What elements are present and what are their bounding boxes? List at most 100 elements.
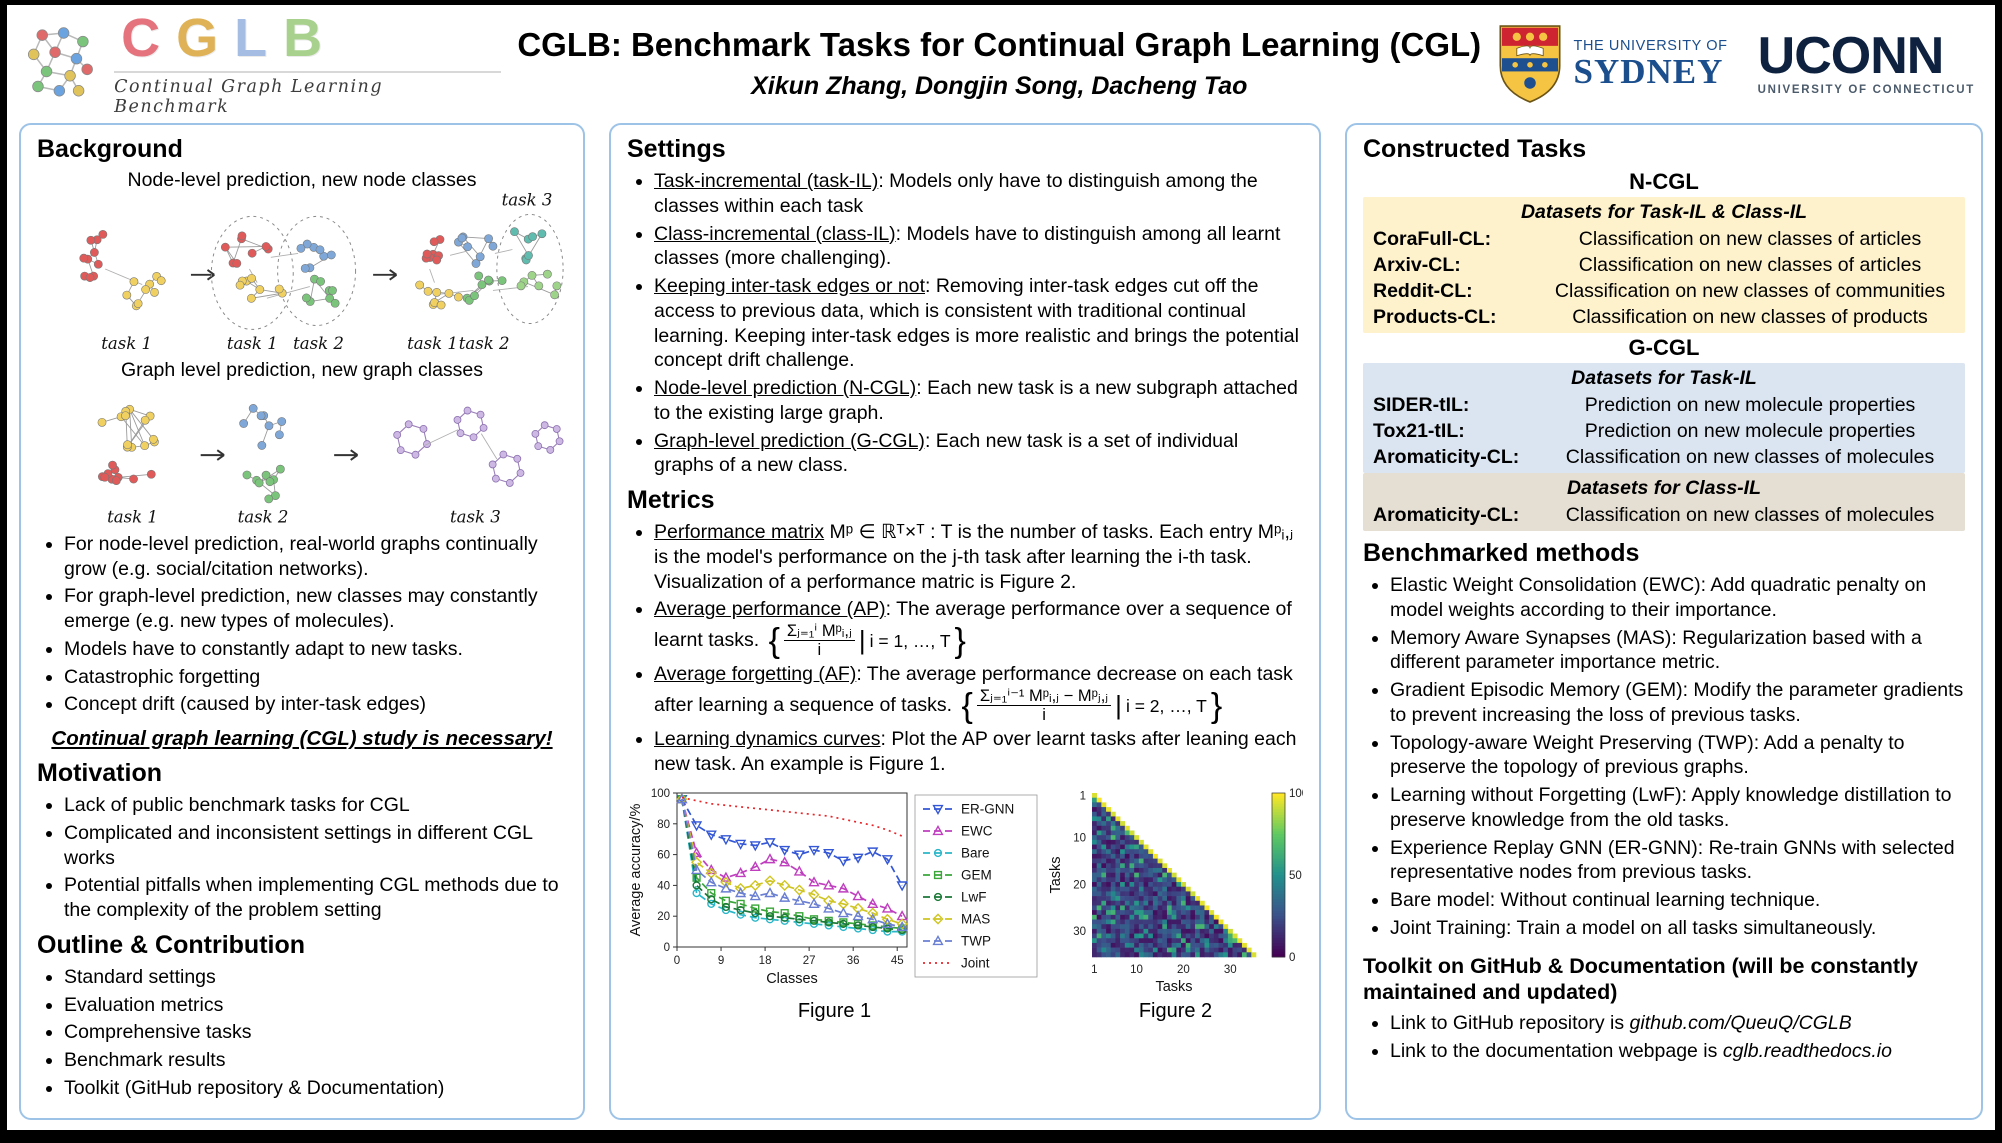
figure-2-caption: Figure 2 — [1138, 999, 1213, 1022]
setting-item: Keeping inter-task edges or not: Removin… — [654, 274, 1303, 373]
svg-text:60: 60 — [657, 849, 670, 861]
metric-text: : The average performance decrease on ea… — [654, 663, 1293, 716]
dataset-desc: Classification on new classes of communi… — [1554, 279, 1946, 302]
dataset-name: Aromaticity-CL: — [1373, 445, 1520, 468]
svg-text:20: 20 — [657, 911, 670, 923]
setting-item: Class-incremental (class-IL): Models hav… — [654, 222, 1303, 272]
benchmarked-method: Gradient Episodic Memory (GEM): Modify t… — [1390, 678, 1965, 728]
background-bullet: Catastrophic forgetting — [64, 665, 567, 690]
svg-text:TWP: TWP — [961, 933, 991, 948]
svg-text:30: 30 — [1224, 964, 1237, 976]
formula-fraction: Σⱼ₌₁ⁱ⁻¹ Mᵖᵢ,ⱼ − Mᵖⱼ,ⱼ i — [976, 687, 1112, 725]
motivation-bullet: Lack of public benchmark tasks for CGL — [64, 793, 567, 818]
svg-text:LwF: LwF — [961, 889, 987, 904]
dataset-desc: Classification on new classes of product… — [1572, 305, 1928, 328]
toolkit-list: Link to GitHub repository is github.com/… — [1363, 1011, 1965, 1064]
motivation-bullets: Lack of public benchmark tasks for CGL C… — [37, 793, 567, 923]
figure-2: 1 10 20 30 1 10 20 30 Tasks Tasks 100 50 0 Figure 2 — [1048, 785, 1308, 1023]
setting-text: : Each new task is a set of individual g… — [654, 429, 1239, 477]
performance-matrix-heatmap: 1 10 20 30 1 10 20 30 Tasks Tasks 100 50 0 — [1048, 788, 1308, 995]
logo-letter: G — [176, 8, 221, 68]
svg-text:100: 100 — [651, 788, 670, 800]
formula-close-brace: } — [954, 621, 966, 660]
svg-text:45: 45 — [891, 955, 904, 967]
gcgl-taskil-table: Datasets for Task-IL SIDER-tIL: Predictio… — [1363, 363, 1965, 473]
outline-bullet: Toolkit (GitHub repository & Documentati… — [64, 1076, 567, 1101]
metrics-heading: Metrics — [627, 486, 715, 514]
benchmarked-method: Experience Replay GNN (ER-GNN): Re-train… — [1390, 836, 1965, 886]
setting-term: Node-level prediction (N-CGL) — [654, 377, 917, 399]
toolkit-item: Link to GitHub repository is github.com/… — [1390, 1011, 1965, 1036]
setting-term: Graph-level prediction (G-CGL) — [654, 429, 925, 452]
setting-text: : Models have to distinguish among all l… — [654, 222, 1281, 270]
table-row: Tox21-tIL: Prediction on new molecule pro… — [1369, 418, 1959, 444]
benchmarked-method: Elastic Weight Consolidation (EWC): Add … — [1390, 573, 1965, 623]
metric-text: Mᵖ ∈ ℝᵀ×ᵀ : T is the number of tasks. Ea… — [654, 521, 1294, 593]
task-label: task 3 — [502, 193, 553, 210]
dataset-desc: Prediction on new molecule properties — [1584, 419, 1916, 442]
metrics-list: Performance matrix Mᵖ ∈ ℝᵀ×ᵀ : T is the … — [627, 520, 1303, 777]
metric-term: Average forgetting (AF) — [654, 663, 857, 686]
graph-level-caption: Graph level prediction, new graph classe… — [120, 358, 484, 381]
outline-heading: Outline & Contribution — [37, 930, 306, 959]
sydney-logo: THE UNIVERSITY OF SYDNEY — [1497, 21, 1727, 107]
svg-text:40: 40 — [657, 880, 670, 892]
metric-item: Performance matrix Mᵖ ∈ ℝᵀ×ᵀ : T is the … — [654, 520, 1303, 594]
svg-text:50: 50 — [1289, 870, 1302, 882]
cglb-graph-icon — [27, 27, 93, 97]
svg-text:20: 20 — [1177, 964, 1190, 976]
outline-bullets: Standard settings Evaluation metrics Com… — [37, 965, 567, 1101]
setting-term: Keeping inter-task edges or not — [654, 275, 926, 297]
docs-link: cglb.readthedocs.io — [1722, 1040, 1892, 1062]
svg-text:10: 10 — [1130, 964, 1143, 976]
svg-text:Joint: Joint — [961, 955, 990, 970]
logo-subtitle: Continual Graph Learning Benchmark — [114, 71, 501, 117]
dataset-name: Reddit-CL: — [1373, 279, 1473, 302]
task-label: task 1 — [101, 334, 152, 353]
settings-list: Task-incremental (task-IL): Models only … — [627, 169, 1303, 478]
formula-open-brace: { — [768, 621, 780, 660]
formula-denominator: i — [1042, 706, 1046, 725]
metric-term: Performance matrix — [654, 521, 825, 543]
formula-denominator: i — [817, 641, 822, 660]
background-bullets: For node-level prediction, real-world gr… — [37, 532, 567, 717]
svg-text:27: 27 — [803, 955, 816, 967]
background-heading: Background — [37, 135, 183, 163]
benchmarked-method: Learning without Forgetting (LwF): Apply… — [1390, 783, 1965, 833]
formula-fraction: Σⱼ₌₁ⁱ Mᵖᵢ,ⱼ i — [783, 622, 855, 660]
task-label: task 3 — [450, 507, 501, 526]
setting-item: Node-level prediction (N-CGL): Each new … — [654, 376, 1303, 426]
graph-level-diagram: task 1 task 2 task 3 — [97, 403, 564, 526]
svg-text:30: 30 — [1073, 926, 1086, 938]
formula-divider: | — [858, 625, 866, 656]
logo-letter: C — [121, 8, 163, 68]
dataset-desc: Classification on new classes of article… — [1578, 227, 1922, 250]
dataset-desc: Classification on new classes of molecul… — [1565, 503, 1935, 526]
background-bullet: For node-level prediction, real-world gr… — [64, 532, 567, 582]
toolkit-item: Link to the documentation webpage is cgl… — [1390, 1039, 1965, 1064]
ncgl-table-header: Datasets for Task-IL & Class-IL — [1520, 201, 1808, 223]
sydney-shield-icon — [1499, 25, 1562, 103]
svg-text:20: 20 — [1073, 879, 1086, 891]
dataset-name: CoraFull-CL: — [1373, 227, 1492, 250]
formula-numerator: Σⱼ₌₁ⁱ⁻¹ Mᵖᵢ,ⱼ − Mᵖⱼ,ⱼ — [976, 687, 1112, 707]
formula-numerator: Σⱼ₌₁ⁱ Mᵖᵢ,ⱼ — [783, 622, 855, 642]
table-row: Aromaticity-CL: Classification on new cla… — [1369, 502, 1959, 528]
benchmarked-heading: Benchmarked methods — [1363, 539, 1640, 567]
poster-body: Background Node-level prediction, new no… — [17, 119, 1985, 1120]
svg-text:1: 1 — [1091, 964, 1097, 976]
node-level-diagram: task 1 task 1 task 2 task 1 task 2 task … — [79, 193, 564, 353]
svg-text:9: 9 — [718, 955, 724, 967]
metric-term: Learning dynamics curves — [654, 728, 881, 751]
motivation-bullet: Potential pitfalls when implementing CGL… — [64, 873, 567, 923]
svg-text:Classes: Classes — [766, 971, 818, 987]
table-row: Products-CL: Classification on new classe… — [1369, 304, 1959, 330]
metric-term: Average performance (AP) — [654, 598, 886, 621]
tasks-column: Constructed Tasks N-CGL Datasets for Tas… — [1345, 123, 1983, 1120]
svg-text:36: 36 — [847, 955, 860, 967]
poster-title: CGLB: Benchmark Tasks for Continual Grap… — [517, 26, 1482, 64]
title-block: CGLB: Benchmark Tasks for Continual Grap… — [515, 26, 1483, 101]
dataset-desc: Classification on new classes of molecul… — [1565, 445, 1935, 468]
